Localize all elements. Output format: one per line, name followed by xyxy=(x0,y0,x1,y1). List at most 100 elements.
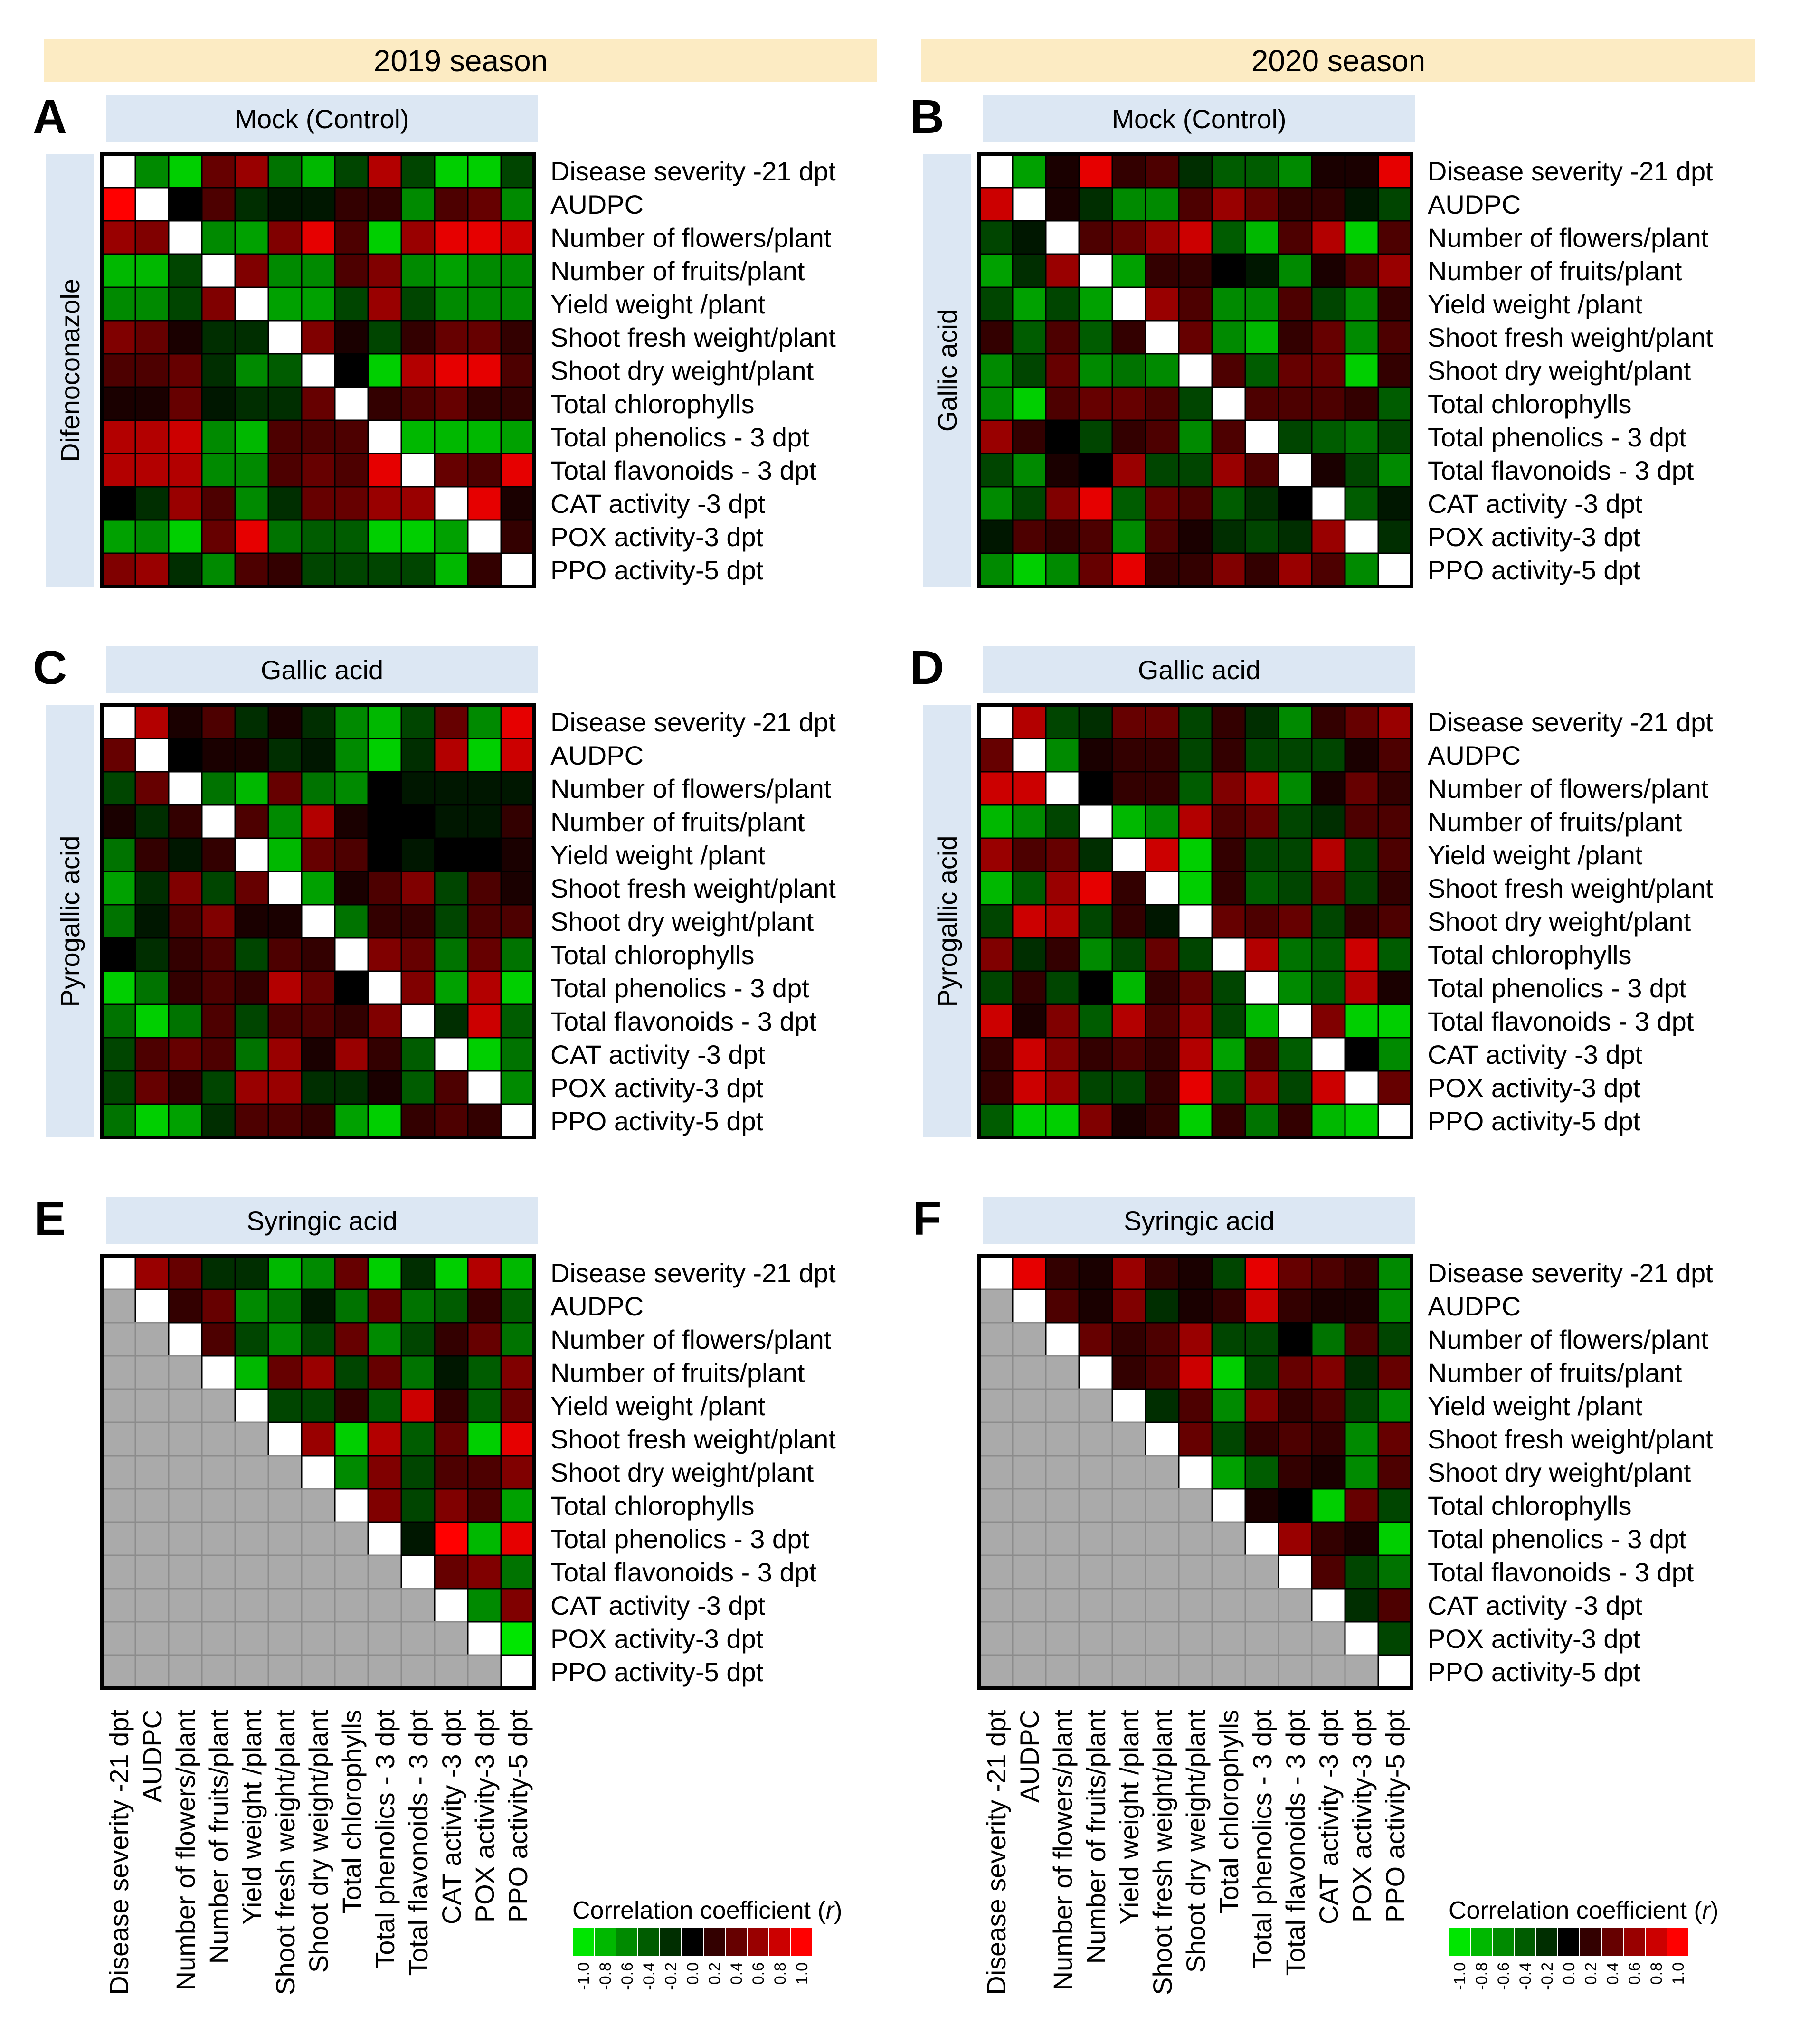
heatmap-cell-empty-r10-c6 xyxy=(1178,1588,1213,1623)
heatmap-cell-value-r3-c4 xyxy=(1111,1355,1146,1390)
heatmap-cell-value-r0-c10 xyxy=(1311,1255,1346,1290)
heatmap-cell-empty-r10-c2 xyxy=(168,1588,203,1623)
heatmap-cell-empty-r7-c1 xyxy=(134,1488,170,1523)
heatmap-cell-value-r2-c11 xyxy=(467,1322,502,1357)
heatmap-cell-value-r10-c2 xyxy=(1045,1037,1080,1072)
heatmap-cell-value-r2-c9 xyxy=(1278,1322,1313,1357)
heatmap-cell-value-r1-c12 xyxy=(500,187,535,222)
heatmap-cell-value-r11-c7 xyxy=(334,519,369,554)
heatmap-cell-value-r5-c11 xyxy=(1344,1421,1379,1457)
heatmap-cell-empty-r7-c5 xyxy=(1145,1488,1180,1523)
heatmap-cell-value-r7-c3 xyxy=(1078,937,1113,972)
row-label-audpc: AUDPC xyxy=(1428,1291,1521,1321)
heatmap-cell-value-r2-c5 xyxy=(267,771,303,806)
heatmap-cell-value-r10-c12 xyxy=(1377,1588,1412,1623)
heatmap-cell-value-r4-c5 xyxy=(267,286,303,322)
heatmap-cell-value-r8-c6 xyxy=(301,419,336,454)
heatmap-panel-e: E Syringic acid Disease severity -21 dptAU… xyxy=(34,1192,836,1690)
heatmap-cell-value-r2-c10 xyxy=(1311,220,1346,255)
heatmap-cell-empty-r12-c1 xyxy=(1012,1654,1047,1689)
heatmap-cell-value-r11-c9 xyxy=(400,1070,436,1105)
heatmap-cell-diagonal-r12-c12 xyxy=(500,1103,535,1138)
heatmap-cell-value-r7-c5 xyxy=(1145,386,1180,421)
heatmap-cell-value-r0-c12 xyxy=(500,153,535,189)
panel-title: Gallic acid xyxy=(261,655,383,685)
heatmap-cell-value-r1-c4 xyxy=(234,187,269,222)
column-label-shoot-fresh-weight-plant: Shoot fresh weight/plant xyxy=(270,1710,300,1995)
heatmap-cell-value-r0-c6 xyxy=(1178,1255,1213,1290)
heatmap-cell-value-r10-c0 xyxy=(101,1037,136,1072)
heatmap-cell-value-r7-c12 xyxy=(1377,937,1412,972)
row-label-yield-weight-plant: Yield weight /plant xyxy=(550,840,766,870)
row-label-shoot-fresh-weight-plant: Shoot fresh weight/plant xyxy=(1428,322,1713,352)
heatmap-cell-value-r0-c3 xyxy=(1078,1255,1113,1290)
heatmap-cell-value-r8-c5 xyxy=(1145,970,1180,1005)
heatmap-cell-value-r12-c0 xyxy=(978,1103,1014,1138)
heatmap-cell-value-r11-c2 xyxy=(168,519,203,554)
heatmap-cell-value-r12-c4 xyxy=(234,1103,269,1138)
heatmap-cell-diagonal-r1-c1 xyxy=(134,1288,170,1324)
heatmap-cell-value-r4-c2 xyxy=(1045,837,1080,872)
heatmap-cell-value-r3-c10 xyxy=(1311,253,1346,288)
legend-swatch-0-8 xyxy=(1645,1927,1667,1957)
heatmap-cell-empty-r9-c8 xyxy=(367,1554,402,1590)
heatmap-cell-diagonal-r3-c3 xyxy=(1078,804,1113,839)
heatmap-cell-value-r10-c6 xyxy=(1178,486,1213,521)
heatmap-cell-value-r8-c12 xyxy=(1377,970,1412,1005)
heatmap-cell-value-r9-c8 xyxy=(1244,1003,1279,1039)
heatmap-cell-value-r5-c7 xyxy=(1211,1421,1246,1457)
column-label-audpc: AUDPC xyxy=(1014,1710,1044,1803)
heatmap-cell-value-r7-c8 xyxy=(367,937,402,972)
heatmap-cell-empty-r7-c4 xyxy=(1111,1488,1146,1523)
heatmap-cell-diagonal-r1-c1 xyxy=(1012,738,1047,773)
heatmap-cell-value-r9-c12 xyxy=(500,1554,535,1590)
heatmap-cell-value-r7-c0 xyxy=(978,386,1014,421)
heatmap-cell-value-r2-c10 xyxy=(1311,771,1346,806)
heatmap-cell-value-r8-c12 xyxy=(1377,419,1412,454)
heatmap-cell-empty-r9-c0 xyxy=(101,1554,136,1590)
row-label-shoot-dry-weight-plant: Shoot dry weight/plant xyxy=(550,356,814,386)
heatmap-cell-value-r9-c2 xyxy=(1045,1003,1080,1039)
heatmap-cell-value-r7-c1 xyxy=(1012,386,1047,421)
heatmap-cell-value-r5-c3 xyxy=(201,871,236,906)
heatmap-cell-value-r10-c11 xyxy=(467,486,502,521)
heatmap-cell-value-r9-c4 xyxy=(234,453,269,488)
heatmap-cell-value-r5-c10 xyxy=(434,1421,469,1457)
heatmap-cell-value-r0-c10 xyxy=(434,704,469,739)
row-label-audpc: AUDPC xyxy=(550,740,644,770)
heatmap-cell-value-r6-c7 xyxy=(1211,353,1246,388)
heatmap-cell-empty-r12-c5 xyxy=(1145,1654,1180,1689)
heatmap-cell-value-r10-c2 xyxy=(1045,486,1080,521)
heatmap-cell-value-r3-c5 xyxy=(267,253,303,288)
heatmap-cell-diagonal-r3-c3 xyxy=(201,253,236,288)
heatmap-cell-value-r0-c8 xyxy=(1244,704,1279,739)
heatmap-cell-value-r1-c8 xyxy=(1244,1288,1279,1324)
heatmap-cell-value-r1-c6 xyxy=(301,1288,336,1324)
heatmap-cell-value-r7-c11 xyxy=(467,386,502,421)
heatmap-cell-empty-r3-c2 xyxy=(1045,1355,1080,1390)
heatmap-cell-value-r5-c0 xyxy=(101,871,136,906)
heatmap-cell-value-r6-c11 xyxy=(467,1455,502,1490)
heatmap-cell-value-r9-c0 xyxy=(101,1003,136,1039)
heatmap-cell-value-r10-c11 xyxy=(1344,1588,1379,1623)
heatmap-cell-value-r4-c7 xyxy=(334,837,369,872)
heatmap-cell-value-r2-c8 xyxy=(367,220,402,255)
panel-title: Syringic acid xyxy=(246,1206,397,1236)
heatmap-cell-value-r7-c2 xyxy=(168,937,203,972)
heatmap-cell-value-r1-c10 xyxy=(434,738,469,773)
heatmap-cell-value-r1-c12 xyxy=(500,1288,535,1324)
heatmap-cell-value-r0-c7 xyxy=(1211,1255,1246,1290)
heatmap-cell-value-r10-c4 xyxy=(1111,486,1146,521)
heatmap-cell-value-r4-c11 xyxy=(1344,286,1379,322)
heatmap-cell-value-r9-c3 xyxy=(1078,1003,1113,1039)
heatmap-cell-value-r4-c0 xyxy=(978,837,1014,872)
heatmap-panel-d: D Gallic acid Pyrogallic acid Disease sever… xyxy=(910,641,1713,1139)
heatmap-cell-value-r3-c12 xyxy=(500,253,535,288)
heatmap-cell-value-r2-c12 xyxy=(1377,220,1412,255)
heatmap-cell-value-r6-c8 xyxy=(367,904,402,939)
heatmap-cell-value-r6-c11 xyxy=(1344,904,1379,939)
heatmap-cell-empty-r10-c9 xyxy=(400,1588,436,1623)
row-label-cat-activity-3-dpt: CAT activity -3 dpt xyxy=(550,1040,766,1069)
heatmap-cell-value-r3-c12 xyxy=(1377,804,1412,839)
heatmap-cell-value-r0-c6 xyxy=(301,153,336,189)
